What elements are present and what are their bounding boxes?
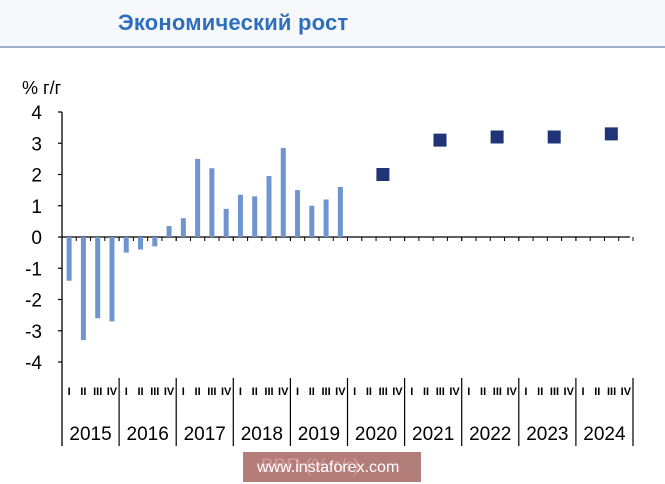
bar-2015-Q1 <box>66 237 72 281</box>
bar-2015-Q4 <box>109 237 115 322</box>
quarter-mark-II: II <box>80 386 86 398</box>
bar-2017-Q2 <box>195 158 201 237</box>
year-label-2020: 2020 <box>355 424 397 445</box>
marker-2021 <box>433 133 447 147</box>
quarter-mark-IV: IV <box>278 386 289 398</box>
quarter-mark-III: III <box>550 386 559 398</box>
year-labels: 2015 2016 2017 2018 2019 2020 2021 2022 2023 2024 <box>69 424 626 445</box>
marker-2022 <box>490 130 504 144</box>
quarter-mark-III: III <box>150 386 159 398</box>
quarter-mark-III: III <box>93 386 102 398</box>
quarter-mark-I: I <box>296 386 299 398</box>
quarter-mark-IV: IV <box>164 386 175 398</box>
quarter-mark-IV: IV <box>392 386 403 398</box>
quarter-mark-I: I <box>582 386 585 398</box>
title-divider <box>0 46 665 48</box>
quarter-mark-III: III <box>322 386 331 398</box>
quarter-mark-I: I <box>410 386 413 398</box>
bar-2016-Q1 <box>123 237 129 253</box>
bar-2016-Q4 <box>166 226 172 237</box>
year-label-2016: 2016 <box>127 424 169 445</box>
quarter-mark-III: III <box>379 386 388 398</box>
quarter-mark-III: III <box>207 386 216 398</box>
year-label-2024: 2024 <box>583 424 626 445</box>
quarter-mark-II: II <box>252 386 258 398</box>
quarter-mark-III: III <box>493 386 502 398</box>
y-axis-unit-label: % г/г <box>22 78 62 98</box>
quarter-mark-II: II <box>480 386 486 398</box>
quarter-mark-I: I <box>467 386 470 398</box>
quarter-mark-II: II <box>366 386 372 398</box>
quarter-tick-marks: I II III IV I II III IV I II III IV I II III IV I II III IV… <box>68 386 632 398</box>
bar-2018-Q4 <box>280 147 286 237</box>
bar-2019-Q1 <box>295 190 301 237</box>
forecast-markers <box>376 127 618 181</box>
chart-title: Экономический рост <box>118 10 349 35</box>
quarter-mark-IV: IV <box>335 386 346 398</box>
bar-2015-Q3 <box>95 237 101 319</box>
watermark-banner: ВВП (% г/г) www.instaforex.com <box>243 452 421 482</box>
quarter-mark-IV: IV <box>107 386 118 398</box>
quarter-mark-II: II <box>309 386 315 398</box>
watermark-text: www.instaforex.com <box>257 459 400 476</box>
y-tick-label: 2 <box>31 166 42 187</box>
year-label-2023: 2023 <box>526 424 568 445</box>
y-tick-label: 0 <box>31 228 42 249</box>
bar-2018-Q3 <box>266 176 272 237</box>
bar-2017-Q4 <box>223 208 229 237</box>
quarter-mark-III: III <box>607 386 616 398</box>
quarter-mark-II: II <box>423 386 429 398</box>
quarter-mark-I: I <box>239 386 242 398</box>
bar-2018-Q1 <box>237 194 243 237</box>
bar-2019-Q4 <box>337 187 343 237</box>
bar-2017-Q3 <box>209 168 215 237</box>
year-label-2017: 2017 <box>184 424 226 445</box>
quarter-mark-I: I <box>524 386 527 398</box>
quarter-mark-II: II <box>537 386 543 398</box>
quarterly-bars <box>66 147 343 341</box>
quarter-mark-I: I <box>182 386 185 398</box>
bar-2016-Q2 <box>138 237 144 250</box>
watermark-background <box>243 452 421 482</box>
y-tick-label: 3 <box>31 134 42 155</box>
quarter-mark-II: II <box>594 386 600 398</box>
y-tick-label: 1 <box>31 197 42 218</box>
bar-2015-Q2 <box>80 237 86 341</box>
quarter-mark-II: II <box>195 386 201 398</box>
year-label-2021: 2021 <box>412 424 454 445</box>
y-tick-label: -4 <box>25 353 42 374</box>
title-band <box>0 0 665 46</box>
year-label-2018: 2018 <box>241 424 283 445</box>
bar-2019-Q3 <box>323 199 329 237</box>
year-label-2015: 2015 <box>69 424 111 445</box>
quarter-mark-I: I <box>353 386 356 398</box>
bar-2018-Q2 <box>252 196 258 237</box>
quarter-mark-III: III <box>436 386 445 398</box>
quarter-mark-I: I <box>125 386 128 398</box>
quarter-mark-III: III <box>264 386 273 398</box>
bar-2017-Q1 <box>180 218 186 237</box>
bar-2019-Q2 <box>309 205 315 237</box>
quarter-mark-IV: IV <box>449 386 460 398</box>
y-tick-label: -3 <box>25 322 42 343</box>
marker-2020 <box>376 168 390 181</box>
watermark-underlying-text: ВВП (% г/г) <box>261 456 360 477</box>
year-label-2022: 2022 <box>469 424 511 445</box>
quarter-mark-I: I <box>68 386 71 398</box>
quarter-mark-II: II <box>137 386 143 398</box>
y-tick-labels: 4 3 2 1 0 -1 -2 -3 -4 <box>25 103 42 374</box>
y-tick-label: -2 <box>25 291 42 312</box>
y-tick-label: 4 <box>31 103 42 124</box>
quarter-mark-IV: IV <box>621 386 632 398</box>
marker-2024 <box>604 127 618 141</box>
quarter-mark-IV: IV <box>564 386 575 398</box>
quarter-mark-IV: IV <box>221 386 232 398</box>
marker-2023 <box>547 130 561 144</box>
bar-2016-Q3 <box>152 237 158 247</box>
quarter-mark-IV: IV <box>506 386 517 398</box>
year-label-2019: 2019 <box>298 424 340 445</box>
y-tick-label: -1 <box>25 259 42 280</box>
